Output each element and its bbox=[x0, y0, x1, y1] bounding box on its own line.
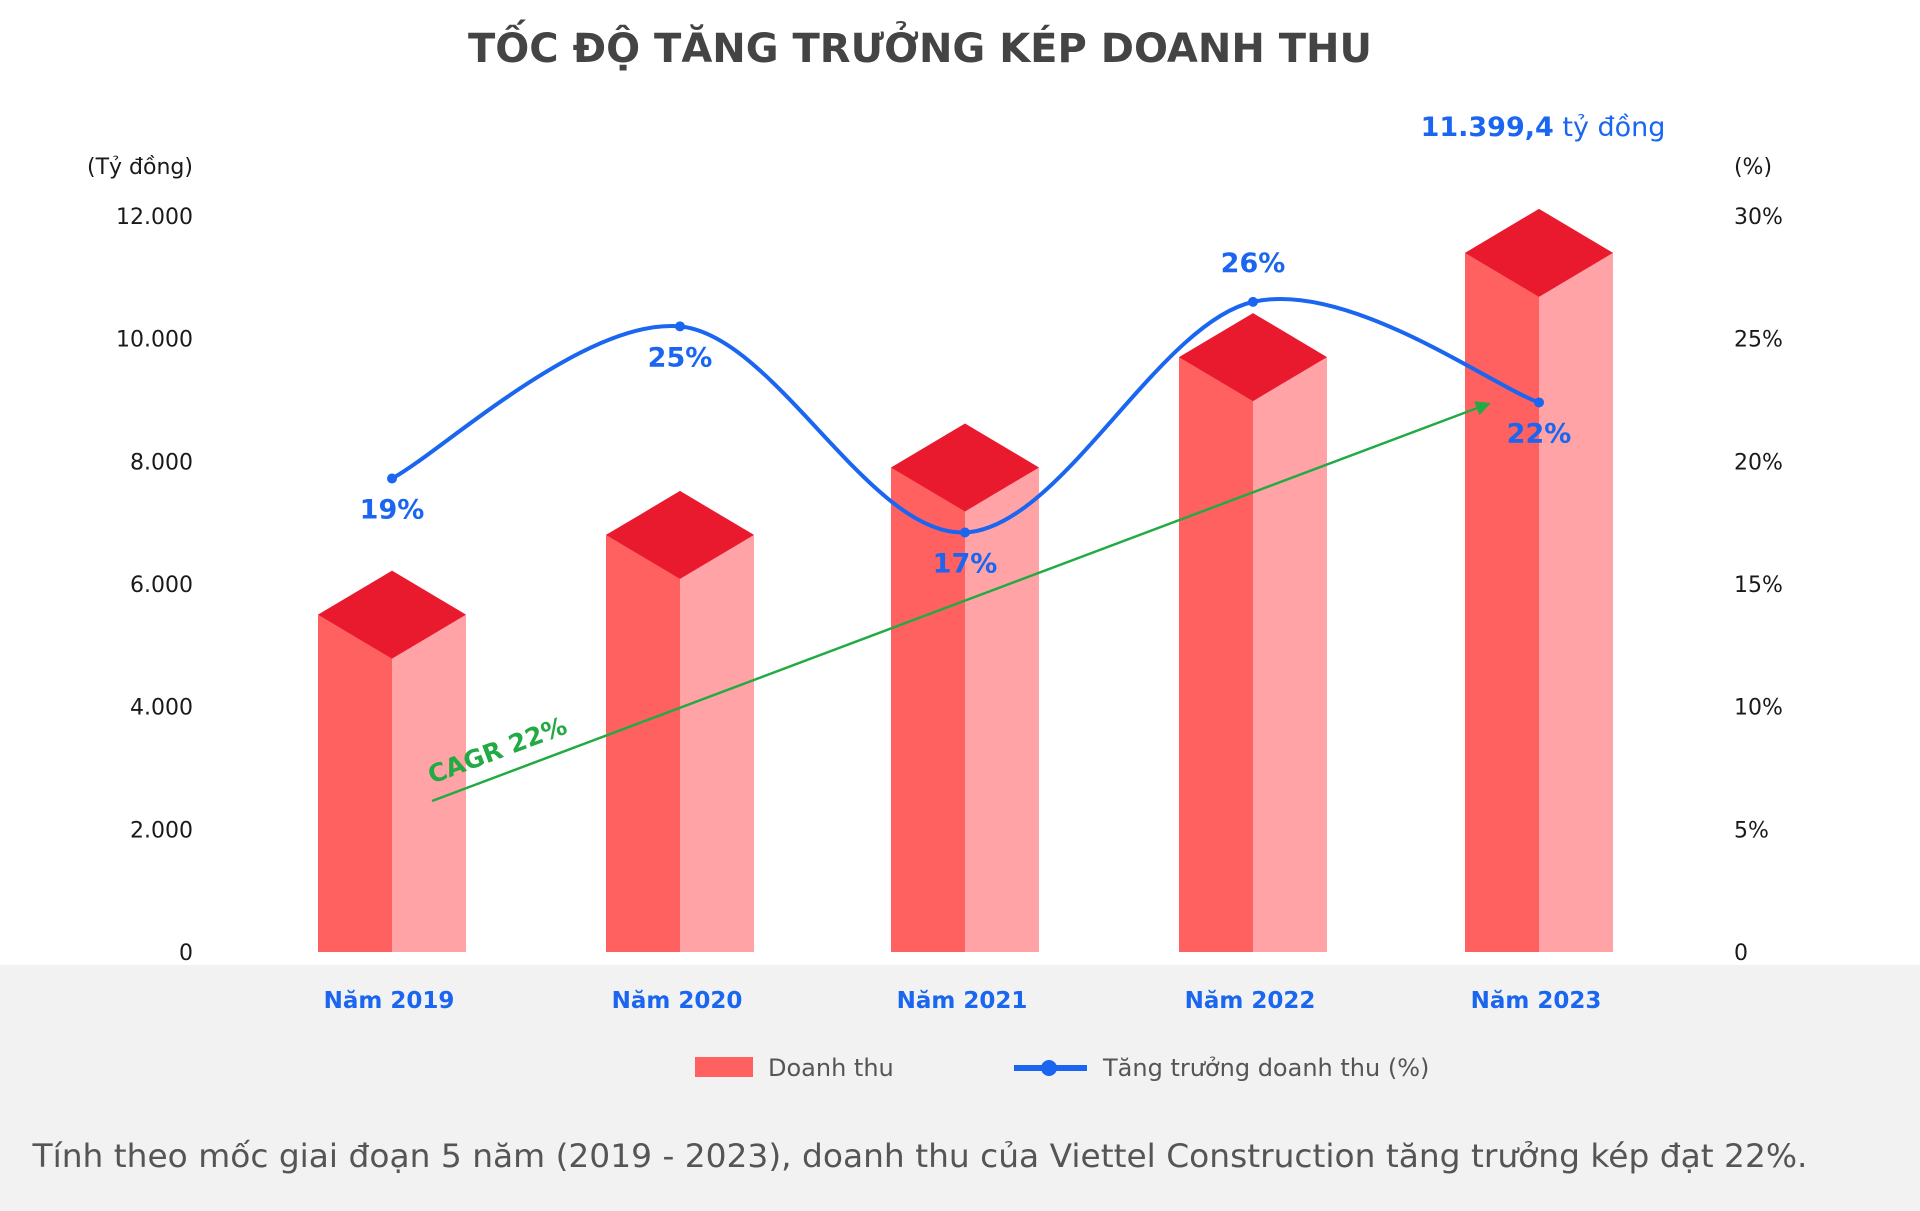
growth-label: 19% bbox=[360, 495, 425, 526]
y-left-tick: 0 bbox=[179, 941, 193, 966]
bar-face-left bbox=[1179, 357, 1253, 953]
y-left-unit: (Tỷ đồng) bbox=[87, 155, 193, 180]
chart-title: TỐC ĐỘ TĂNG TRƯỞNG KÉP DOANH THU bbox=[468, 18, 1372, 72]
x-category-label: Năm 2023 bbox=[1471, 988, 1602, 1014]
bar-top-cap bbox=[606, 490, 754, 579]
bar-face-left bbox=[606, 534, 680, 952]
legend-label-line: Tăng trưởng doanh thu (%) bbox=[1102, 1054, 1429, 1082]
growth-label: 22% bbox=[1507, 418, 1572, 449]
growth-label: 26% bbox=[1221, 248, 1286, 279]
growth-label: 25% bbox=[648, 342, 713, 373]
x-category-label: Năm 2019 bbox=[324, 988, 455, 1014]
y-right-tick: 15% bbox=[1734, 573, 1783, 598]
legend-swatch-bar bbox=[695, 1057, 753, 1077]
y-left-tick: 12.000 bbox=[116, 205, 193, 230]
legend-swatch-marker bbox=[1041, 1060, 1057, 1076]
growth-point bbox=[1248, 296, 1258, 307]
x-category-label: Năm 2022 bbox=[1185, 988, 1316, 1014]
y-right-tick: 0 bbox=[1734, 941, 1748, 966]
bar-face-right bbox=[965, 467, 1039, 952]
bar-face-right bbox=[680, 534, 754, 952]
bar-top-cap bbox=[318, 570, 466, 659]
cagr-arrow bbox=[431, 401, 1491, 803]
bar-top-cap bbox=[1179, 313, 1327, 402]
y-left-tick: 2.000 bbox=[130, 818, 193, 843]
footer-note: Tính theo mốc giai đoạn 5 năm (2019 - 20… bbox=[31, 1137, 1807, 1175]
bar-face-right bbox=[1539, 252, 1613, 953]
y-left-tick: 8.000 bbox=[130, 450, 193, 475]
top-value-annotation: 11.399,4 tỷ đồng bbox=[1421, 112, 1666, 143]
y-right-tick: 25% bbox=[1734, 328, 1783, 353]
y-right-tick: 10% bbox=[1734, 696, 1783, 721]
bar-face-left bbox=[891, 467, 965, 952]
bar-face-left bbox=[318, 614, 392, 952]
top-value-number: 11.399,4 bbox=[1421, 112, 1554, 143]
bar-face-right bbox=[392, 614, 466, 952]
bottom-band bbox=[0, 965, 1920, 1211]
y-left-tick: 4.000 bbox=[130, 696, 193, 721]
bar-top-cap bbox=[1465, 208, 1613, 297]
growth-point bbox=[675, 321, 685, 332]
x-category-label: Năm 2020 bbox=[612, 988, 743, 1014]
y-left-tick: 6.000 bbox=[130, 573, 193, 598]
top-value-unit: tỷ đồng bbox=[1554, 112, 1666, 143]
x-category-label: Năm 2021 bbox=[897, 988, 1028, 1014]
y-left-tick: 10.000 bbox=[116, 328, 193, 353]
y-right-unit: (%) bbox=[1734, 155, 1772, 180]
y-right-tick: 20% bbox=[1734, 450, 1783, 475]
growth-point bbox=[960, 527, 970, 538]
y-right-tick: 30% bbox=[1734, 205, 1783, 230]
growth-point bbox=[387, 473, 397, 484]
bar-top-cap bbox=[891, 423, 1039, 512]
bar-face-right bbox=[1253, 357, 1327, 953]
bar-face-left bbox=[1465, 252, 1539, 953]
y-right-tick: 5% bbox=[1734, 818, 1769, 843]
legend-label-bar: Doanh thu bbox=[768, 1054, 894, 1082]
growth-label: 17% bbox=[933, 548, 998, 579]
growth-point bbox=[1534, 397, 1544, 408]
